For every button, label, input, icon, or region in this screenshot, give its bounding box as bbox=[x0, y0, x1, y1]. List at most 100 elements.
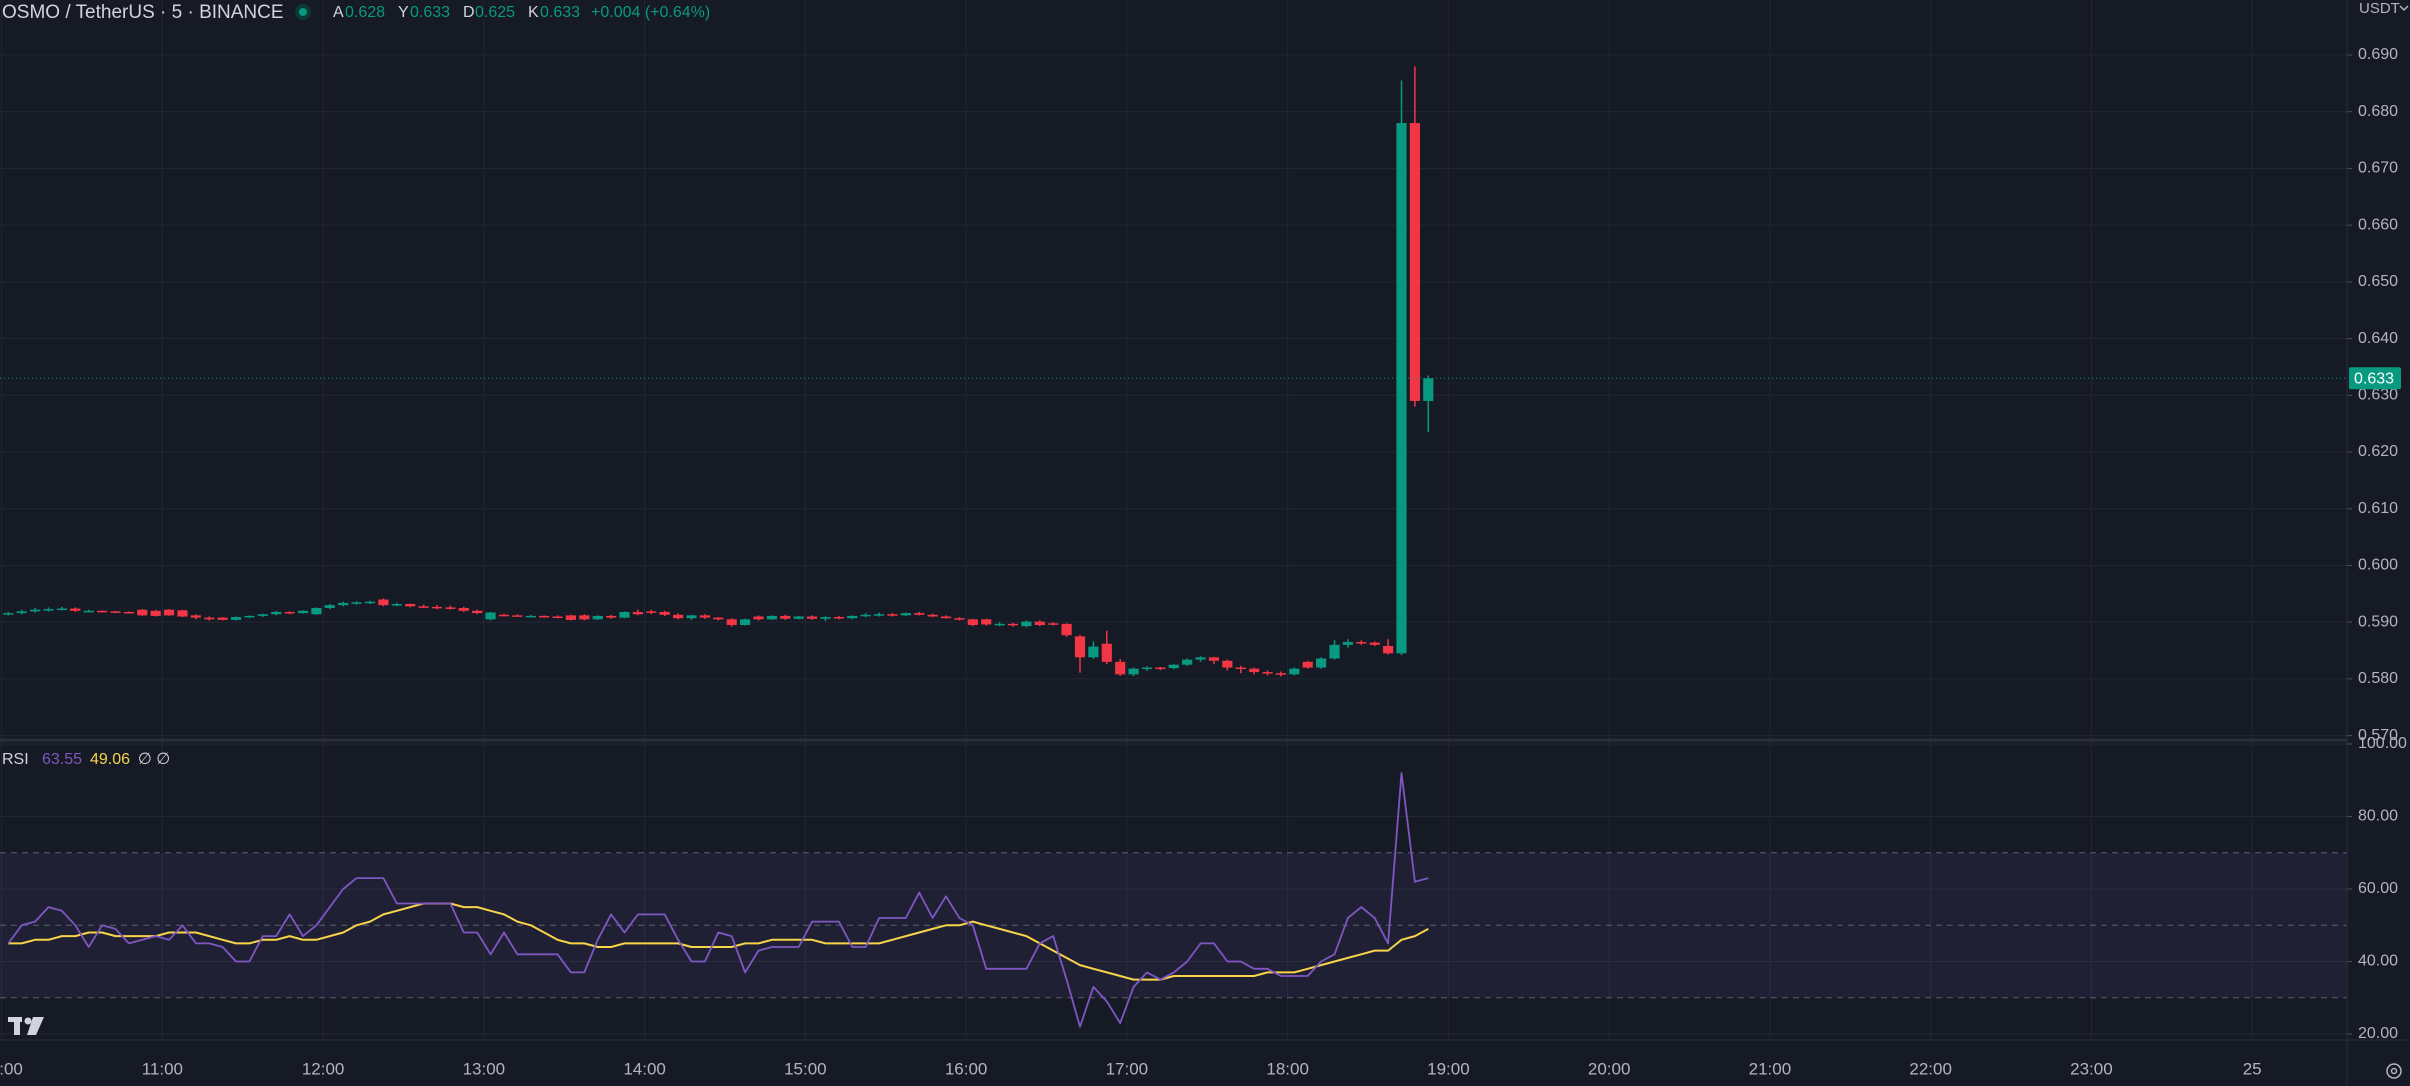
candle-body bbox=[445, 607, 456, 609]
candle-body bbox=[726, 619, 737, 626]
candle-body bbox=[1262, 672, 1273, 674]
candle-body bbox=[847, 615, 858, 619]
candle-body bbox=[1222, 660, 1233, 668]
legend-key: D bbox=[463, 4, 475, 21]
grid bbox=[0, 0, 2347, 1040]
candle-body bbox=[1383, 645, 1394, 654]
x-tick-label: 19:00 bbox=[1427, 1059, 1470, 1078]
rsi-pane bbox=[0, 772, 2347, 1028]
candle-body bbox=[740, 619, 751, 626]
legend-key: A bbox=[333, 4, 344, 21]
candle-body bbox=[16, 611, 27, 614]
candle-body bbox=[110, 611, 121, 613]
candle-body bbox=[1275, 673, 1287, 675]
x-tick-label: 12:00 bbox=[302, 1059, 345, 1078]
x-tick-label: 21:00 bbox=[1749, 1059, 1792, 1078]
candle-body bbox=[565, 615, 577, 620]
candle-body bbox=[485, 612, 496, 620]
rsi-name: RSI bbox=[2, 751, 29, 768]
y-tick-label: 80.00 bbox=[2358, 808, 2398, 825]
candle-body bbox=[1048, 623, 1059, 625]
candle-body bbox=[1235, 667, 1246, 670]
candle-body bbox=[686, 615, 697, 619]
candle-body bbox=[753, 616, 764, 620]
candle-body bbox=[418, 606, 429, 608]
x-tick-label: 10:00 bbox=[0, 1059, 23, 1078]
legend-change: +0.004 (+0.64%) bbox=[591, 4, 710, 21]
x-tick-label: 16:00 bbox=[945, 1059, 988, 1078]
candle-body bbox=[1034, 621, 1045, 626]
candle-body bbox=[713, 617, 724, 620]
candle-body bbox=[458, 607, 469, 611]
y-tick-label: 0.620 bbox=[2358, 443, 2398, 460]
rsi-band bbox=[0, 852, 2347, 998]
candle-body bbox=[780, 615, 791, 619]
candle-body bbox=[793, 616, 804, 619]
legend-value: 0.628 bbox=[345, 4, 385, 21]
candle-body bbox=[244, 615, 255, 618]
candle-body bbox=[3, 613, 14, 615]
candle-body bbox=[525, 615, 536, 618]
candle-body bbox=[177, 610, 188, 617]
x-tick-label: 20:00 bbox=[1588, 1059, 1631, 1078]
last-price-label: 0.633 bbox=[2354, 371, 2394, 388]
candle-body bbox=[56, 608, 67, 611]
logo bbox=[8, 1017, 44, 1035]
candle-body bbox=[552, 616, 563, 618]
candle-body bbox=[967, 619, 978, 626]
candle-body bbox=[498, 614, 510, 617]
x-tick-label: 22:00 bbox=[1909, 1059, 1952, 1078]
candle-body bbox=[431, 606, 443, 609]
y-tick-label: 40.00 bbox=[2358, 953, 2398, 970]
candle-body bbox=[150, 610, 161, 616]
candle-body bbox=[1208, 657, 1220, 661]
y-tick-label: 0.610 bbox=[2358, 500, 2398, 517]
candle-body bbox=[1302, 661, 1313, 668]
axes: 10:00 11:00 12:00 13:00 14:00 15:00 16:00 17:00… bbox=[0, 46, 2407, 1078]
candle-body bbox=[927, 614, 938, 617]
candle-body bbox=[994, 623, 1005, 626]
candle-body bbox=[472, 610, 483, 614]
candle-body bbox=[311, 607, 322, 615]
candle-body bbox=[364, 601, 376, 604]
candle-body bbox=[1155, 667, 1166, 670]
candle-body bbox=[1128, 668, 1139, 675]
ohlc-legend: A 0.628 Y 0.633 D 0.625 K 0.633 +0.004 (+0.64%) bbox=[333, 4, 710, 21]
candle-body bbox=[806, 616, 818, 619]
candle-body bbox=[83, 610, 94, 613]
settings-icon[interactable] bbox=[2386, 1063, 2402, 1079]
candle-body bbox=[1115, 661, 1126, 675]
candle-body bbox=[632, 611, 644, 615]
y-tick-label: 0.580 bbox=[2358, 670, 2398, 687]
x-tick-label: 13:00 bbox=[463, 1059, 506, 1078]
candle-body bbox=[137, 609, 148, 616]
y-tick-label: 0.680 bbox=[2358, 103, 2398, 120]
candle-body bbox=[1074, 636, 1086, 658]
y-tick-label: 60.00 bbox=[2358, 880, 2398, 897]
candle-body bbox=[257, 614, 268, 616]
candle-body bbox=[1342, 642, 1354, 645]
candle-body bbox=[1409, 123, 1420, 401]
candle-body bbox=[887, 614, 898, 616]
symbol-title: OSMO / TetherUS · 5 · BINANCE bbox=[2, 2, 284, 23]
candle-body bbox=[1195, 657, 1206, 660]
candle-body bbox=[833, 617, 844, 619]
candle-body bbox=[351, 602, 362, 604]
candle-body bbox=[673, 614, 684, 619]
candle-body bbox=[1396, 123, 1407, 654]
candle-body bbox=[284, 611, 295, 614]
candle-body bbox=[1423, 378, 1434, 401]
candle-body bbox=[766, 615, 777, 620]
y-tick-label: 0.660 bbox=[2358, 216, 2398, 233]
candle-body bbox=[1061, 623, 1072, 636]
candle-body bbox=[940, 616, 952, 619]
y-tick-label: 0.590 bbox=[2358, 613, 2398, 630]
candle-body bbox=[297, 610, 309, 614]
last-price-tag bbox=[2349, 367, 2401, 390]
candle-body bbox=[96, 610, 108, 613]
y-tick-label: 0.630 bbox=[2358, 387, 2398, 404]
candle-body bbox=[1356, 642, 1367, 644]
candle-body bbox=[860, 614, 871, 617]
currency-dropdown[interactable] bbox=[2399, 5, 2409, 12]
candle-body bbox=[1316, 658, 1327, 668]
